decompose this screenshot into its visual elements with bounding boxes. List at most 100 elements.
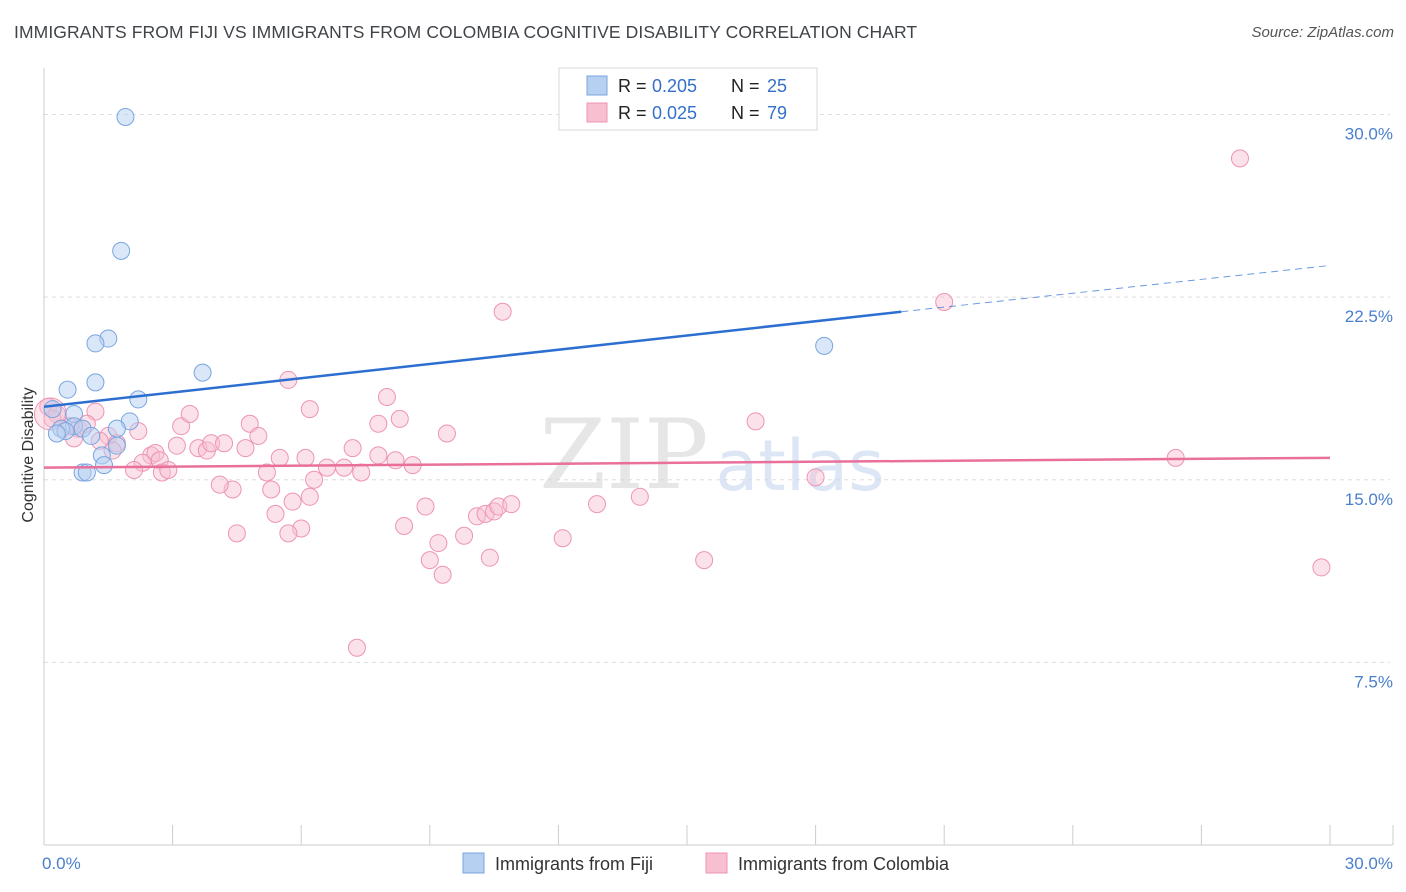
legend-colombia-n-label: N = [731,103,765,123]
colombia-point [1312,558,1331,577]
x-tick-label-min: 0.0% [42,854,81,873]
colombia-point [270,448,289,467]
colombia-point [262,480,281,499]
legend-colombia-r-label: R = [618,103,652,123]
colombia-point [210,475,229,494]
fiji-point [43,400,62,419]
colombia-point [296,448,315,467]
colombia-point [335,458,354,477]
fiji-point [815,336,834,355]
y-tick-label: 7.5% [1354,672,1393,691]
bottom-legend: Immigrants from Fiji Immigrants from Col… [462,852,950,874]
legend-fiji-r-value: 0.205 [652,76,697,96]
legend-fiji-n-value: 25 [767,76,787,96]
fiji-point [112,241,131,260]
colombia-point [300,487,319,506]
colombia-point [502,495,521,514]
fiji-point [86,373,105,392]
fiji-trend-extension [901,264,1331,313]
colombia-point [343,439,362,458]
fiji-points [43,107,834,482]
y-axis-label: Cognitive Disability [20,387,37,522]
colombia-point [630,487,649,506]
colombia-point [695,551,714,570]
fiji-point [116,107,135,126]
fiji-point [47,424,66,443]
colombia-point [377,387,396,406]
colombia-point [257,463,276,482]
colombia-point [390,409,409,428]
legend-fiji-swatch [586,75,608,96]
colombia-point [300,400,319,419]
colombia-point [369,414,388,433]
colombia-point [553,529,572,548]
fiji-point [129,390,148,409]
colombia-point [317,458,336,477]
colombia-point [266,504,285,523]
colombia-point [249,426,268,445]
colombia-point [420,551,439,570]
colombia-point [347,638,366,657]
y-tick-label: 22.5% [1345,307,1393,326]
y-tick-labels: 7.5% 15.0% 22.5% 30.0% [1345,125,1393,692]
colombia-point [429,534,448,553]
colombia-point [180,405,199,424]
colombia-point [279,524,298,543]
legend-fiji-r-label: R = [618,76,652,96]
legend-colombia-n-value: 79 [767,103,787,123]
colombia-point [236,439,255,458]
fiji-trend-line [43,310,902,408]
legend-colombia-r-value: 0.025 [652,103,697,123]
legend-box: R = 0.205 N = 25 R = 0.025 N = 79 [558,67,818,131]
colombia-point [455,526,474,545]
trend-lines [43,264,1331,469]
fiji-point [107,436,126,455]
fiji-point [58,380,77,399]
colombia-point [386,451,405,470]
colombia-point [283,492,302,511]
colombia-point [86,402,105,421]
colombia-point [480,548,499,567]
legend-colombia-swatch [586,102,608,123]
bottom-legend-fiji-swatch [462,852,485,874]
fiji-point [107,419,126,438]
source-label: Source: ZipAtlas.com [1251,24,1394,41]
fiji-point [95,456,114,475]
chart-title: IMMIGRANTS FROM FIJI VS IMMIGRANTS FROM … [14,22,918,42]
watermark: ZIP atlas [539,399,884,511]
colombia-point [806,468,825,487]
fiji-point [193,363,212,382]
colombia-point [202,434,221,453]
watermark-zip: ZIP [539,399,708,511]
y-tick-label: 15.0% [1345,490,1393,509]
colombia-point [433,565,452,584]
watermark-atlas: atlas [715,425,884,507]
colombia-point [369,446,388,465]
y-tick-label: 30.0% [1345,125,1393,144]
colombia-point [215,434,234,453]
bottom-legend-fiji-label: Immigrants from Fiji [495,854,653,874]
legend-fiji-n-label: N = [731,76,765,96]
colombia-point [172,417,191,436]
colombia-point [305,470,324,489]
fiji-point [82,426,101,445]
colombia-trend-line [43,456,1331,469]
colombia-point [493,302,512,321]
colombia-point [587,495,606,514]
colombia-point [240,414,259,433]
axes [43,68,1394,846]
fiji-point [86,334,105,353]
colombia-point [935,293,954,312]
colombia-point [159,461,178,480]
colombia-point [125,461,144,480]
bottom-legend-colombia-label: Immigrants from Colombia [738,854,950,874]
grid-lines [44,114,1390,663]
colombia-point [416,497,435,516]
colombia-point [395,517,414,536]
colombia-point [1230,149,1249,168]
colombia-point [167,436,186,455]
colombia-point [437,424,456,443]
colombia-point [227,524,246,543]
colombia-point [746,412,765,431]
